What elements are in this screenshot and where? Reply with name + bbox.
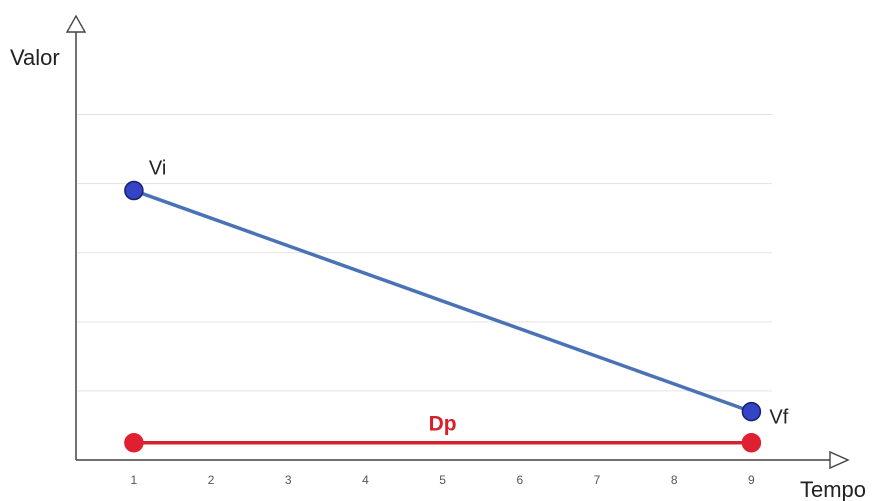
x-tick-label: 6 (516, 473, 523, 487)
data-point-dp-1 (124, 432, 144, 453)
x-tick-label: 2 (208, 473, 215, 487)
point-label-vi: Vi (149, 158, 166, 180)
x-tick-label: 3 (285, 473, 292, 487)
x-axis-title: Tempo (800, 477, 866, 501)
series-label-dp: Dp (429, 413, 457, 436)
x-tick-label: 9 (748, 473, 755, 487)
y-axis-arrow-icon (65, 14, 87, 33)
axes: Valor Tempo (10, 14, 866, 501)
series-line-decline (132, 188, 754, 414)
y-axis-title: Valor (10, 45, 60, 70)
x-tick-labels: 1 2 3 4 5 6 7 8 9 (131, 473, 756, 487)
x-tick-label: 5 (439, 473, 446, 487)
x-tick-label: 1 (131, 473, 138, 487)
x-tick-label: 4 (362, 473, 369, 487)
x-tick-label: 8 (671, 473, 678, 487)
x-axis-arrow-icon (829, 450, 850, 470)
gridlines (77, 114, 772, 392)
series-layer: Vi Vf Dp (124, 158, 789, 453)
data-point-dp-2 (741, 432, 762, 453)
point-label-vf: Vf (769, 407, 788, 429)
x-tick-label: 7 (594, 473, 601, 487)
data-point-decline-2 (741, 401, 762, 422)
data-point-decline-1 (124, 180, 144, 201)
